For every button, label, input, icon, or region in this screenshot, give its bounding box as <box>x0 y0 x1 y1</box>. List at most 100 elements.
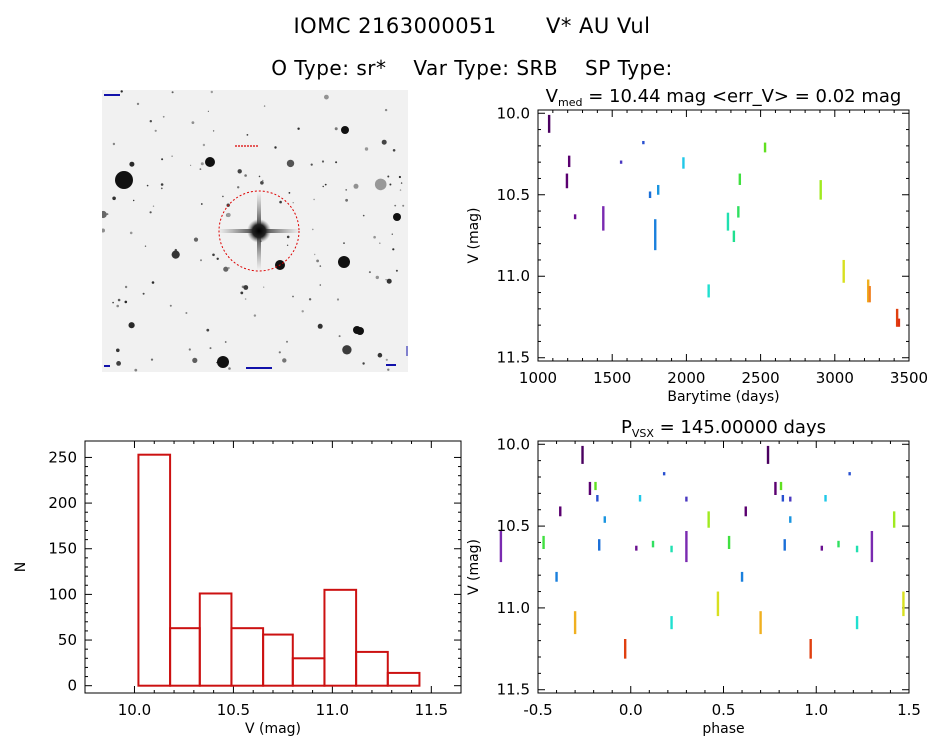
histogram-bar <box>386 671 421 687</box>
data-point <box>774 481 777 495</box>
plot-frame <box>537 440 910 694</box>
sky-star <box>210 90 213 94</box>
data-point <box>555 571 558 582</box>
sky-star <box>188 348 191 351</box>
sky-star <box>373 235 376 239</box>
x-axis-label: phase <box>702 721 744 737</box>
x-tick-label: 1.0 <box>804 701 828 719</box>
sky-star <box>253 314 257 317</box>
sky-star <box>124 300 128 304</box>
y-tick-label: 11.5 <box>497 349 530 367</box>
x-tick-label: 10.0 <box>118 701 151 719</box>
sky-star <box>149 120 152 123</box>
sky-star <box>160 187 163 190</box>
sky-star <box>171 155 173 157</box>
sky-star <box>134 368 138 372</box>
sky-star <box>169 304 172 307</box>
data-point <box>732 230 736 243</box>
sky-star <box>115 171 133 189</box>
sky-star <box>216 257 219 260</box>
data-point <box>740 571 744 582</box>
sky-star <box>314 253 316 256</box>
sky-star <box>362 362 365 365</box>
y-tick-label: 10.5 <box>497 186 530 204</box>
y-tick-label: 250 <box>48 448 77 466</box>
data-point <box>820 545 824 551</box>
sky-star <box>336 298 340 301</box>
sky-star <box>260 181 264 185</box>
sky-star <box>368 271 371 274</box>
data-point <box>642 140 645 145</box>
data-point <box>738 173 742 185</box>
data-point <box>727 535 731 549</box>
sky-star <box>128 322 135 329</box>
histogram-bar <box>355 650 389 687</box>
histogram-chart: 10.0 10.5 11.0 11.5 0 50 100 150 200 250 V (mag) N <box>13 440 462 737</box>
histogram-bar <box>323 588 358 687</box>
sky-star <box>319 265 322 267</box>
data-point <box>685 496 688 502</box>
sky-star <box>112 196 116 201</box>
data-point <box>654 219 657 251</box>
sky-star <box>402 204 405 207</box>
data-point <box>737 206 740 218</box>
sky-star <box>124 285 128 289</box>
sky-star <box>310 163 313 166</box>
sky-star <box>102 228 105 233</box>
sky-star <box>374 178 387 191</box>
data-point <box>559 506 562 517</box>
sky-star <box>379 242 381 244</box>
image-label-topleft <box>104 94 120 96</box>
target-circle <box>218 190 300 272</box>
sky-star <box>244 174 247 177</box>
data-point <box>499 531 503 563</box>
sky-star <box>392 149 396 152</box>
data-point <box>837 540 840 548</box>
sky-star <box>313 198 315 201</box>
sky-star <box>386 278 392 284</box>
sky-star <box>399 189 402 191</box>
sky-star <box>200 162 204 166</box>
sky-star <box>274 146 277 149</box>
sky-star <box>385 358 388 361</box>
y-tick-label: 10.0 <box>497 104 530 122</box>
sky-star <box>144 245 147 247</box>
data-point <box>868 286 871 303</box>
x-tick-label: 0.5 <box>712 701 736 719</box>
data-point <box>581 445 584 464</box>
sky-star <box>345 189 348 191</box>
data-point <box>902 591 905 617</box>
sky-star <box>317 323 323 329</box>
sky-star <box>106 213 109 216</box>
sky-star <box>391 233 393 235</box>
sky-star <box>341 126 349 134</box>
sky-star <box>398 175 401 179</box>
histogram-bar <box>262 633 294 687</box>
sky-star <box>338 256 350 268</box>
data-point <box>866 279 870 303</box>
sky-star <box>116 304 119 308</box>
y-tick-label: 150 <box>48 540 77 558</box>
sky-star <box>384 108 388 112</box>
sky-star <box>286 159 295 168</box>
light-curve-chart: 1000 1500 2000 2500 3000 3500 10.0 10.5 11.0 11.5… <box>466 86 928 405</box>
sky-star <box>129 161 135 167</box>
sky-star <box>377 352 383 358</box>
sky-star <box>258 175 261 178</box>
sky-star <box>244 298 247 300</box>
data-point <box>651 540 655 548</box>
sky-star <box>154 129 157 132</box>
x-tick-label: 0.0 <box>619 701 643 719</box>
y-tick-label: 200 <box>48 494 77 512</box>
sky-star <box>387 368 390 371</box>
sky-star <box>206 328 210 332</box>
sky-star <box>308 298 312 301</box>
sky-star <box>338 335 341 338</box>
data-point <box>855 616 859 630</box>
sky-star <box>212 130 215 132</box>
data-point <box>744 506 747 517</box>
data-point <box>824 495 827 502</box>
sky-star <box>133 199 135 202</box>
x-tick-label: 1500 <box>593 369 631 387</box>
